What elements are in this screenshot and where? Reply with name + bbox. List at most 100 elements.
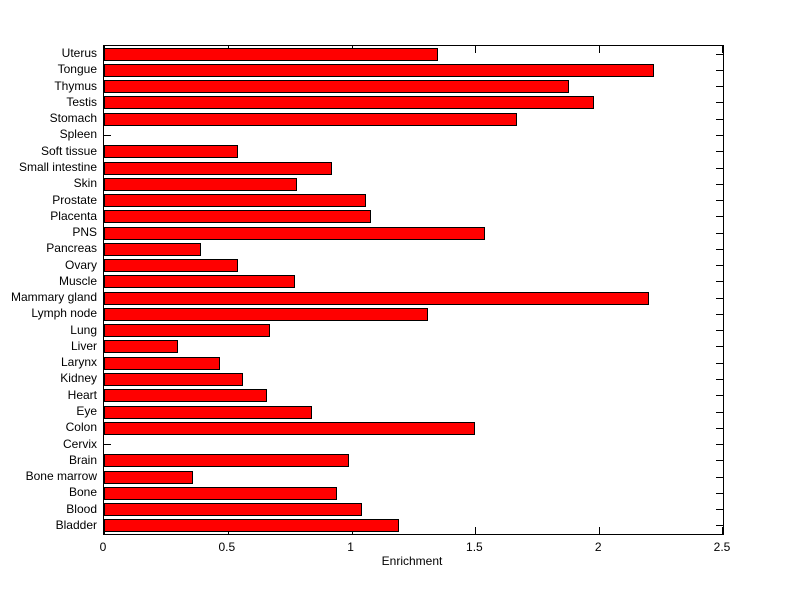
y-axis-right-tick [716,134,723,136]
y-axis-right-tick [716,183,723,185]
y-axis-right-tick [716,248,723,250]
y-axis-right-tick [716,427,723,429]
plot-area [103,45,724,535]
y-tick-label: Larynx [60,355,97,370]
y-tick-label: Uterus [61,46,97,61]
y-axis-right-tick [716,265,723,267]
bar-skin [104,177,297,191]
y-tick-label: Skin [73,176,97,191]
y-tick-label: Bone [68,485,97,500]
x-tick-label: 0.5 [218,540,236,554]
x-tick-label: 2 [594,540,602,554]
y-axis-right-tick [716,102,723,104]
y-tick-label: PNS [72,225,97,240]
y-tick-label: Mammary gland [10,290,97,305]
y-tick-label: Tongue [57,62,97,77]
x-axis-bottom-tick [722,527,723,534]
y-axis-right-tick [716,118,723,120]
y-axis-right-tick [716,281,723,283]
x-tick-label: 0 [99,540,107,554]
bar-testis [104,96,594,110]
y-axis-right-tick [716,313,723,315]
y-axis-right-tick [716,346,723,348]
y-tick-label: Testis [66,94,97,109]
y-axis-right-tick [716,525,723,527]
y-tick-label: Prostate [52,192,97,207]
bar-soft-tissue [104,145,238,159]
bar-kidney [104,372,243,386]
y-axis-left-tick [104,444,111,446]
bar-mammary-gland [104,291,649,305]
y-axis-right-tick [716,378,723,380]
y-tick-label: Brain [68,452,97,467]
bar-liver [104,340,178,354]
bar-blood [104,503,362,517]
y-tick-label: Small intestine [18,160,97,174]
y-axis-right-tick [716,69,723,71]
y-axis-right-tick [716,411,723,413]
bar-bladder [104,519,399,533]
bar-heart [104,389,267,403]
bar-larynx [104,356,220,370]
x-axis-bottom-tick [599,527,601,534]
bar-lung [104,324,270,338]
bar-eye [104,405,312,419]
y-axis-right-tick [716,476,723,478]
y-tick-label: Bladder [55,517,97,532]
y-axis-right-tick [716,232,723,234]
y-axis-right-tick [716,86,723,88]
bar-pns [104,226,485,240]
bar-lymph-node [104,307,428,321]
bar-uterus [104,47,438,61]
y-axis-right-tick [716,444,723,446]
bar-colon [104,421,475,435]
bar-bone-marrow [104,470,193,484]
x-axis-top-tick [722,46,723,53]
bar-muscle [104,275,295,289]
y-tick-label: Muscle [58,273,97,288]
y-tick-label: Lung [70,322,97,337]
bar-bone [104,486,337,500]
y-axis-right-tick [716,460,723,462]
y-tick-label: Colon [65,420,97,435]
bar-placenta [104,210,371,224]
y-tick-label: Ovary [64,257,97,272]
y-tick-label: Cervix [62,436,97,451]
x-axis-top-tick [599,46,601,53]
y-tick-label: Eye [76,404,97,418]
y-axis-left-tick [104,134,111,136]
y-tick-label: Kidney [60,371,97,386]
y-axis-right-tick [716,297,723,299]
bar-stomach [104,112,517,126]
y-tick-label: Pancreas [46,241,97,256]
y-axis-right-tick [716,492,723,494]
bar-prostate [104,194,366,208]
bar-ovary [104,259,238,273]
y-tick-label: Bone marrow [25,469,97,484]
x-tick-label: 1 [347,540,354,554]
y-axis-right-tick [716,330,723,332]
y-axis-right-tick [716,200,723,202]
y-axis-right-tick [716,151,723,153]
y-tick-label: Thymus [54,78,97,93]
y-axis-right-tick [716,167,723,169]
y-axis-right-tick [716,395,723,397]
x-axis-top-tick [475,46,477,53]
y-axis-right-tick [716,53,723,55]
y-tick-label: Spleen [59,127,97,142]
y-tick-label: Blood [66,501,97,516]
y-tick-label: Heart [67,387,97,402]
x-tick-label: 1.5 [466,540,483,554]
y-tick-label: Liver [70,338,97,353]
y-tick-label: Lymph node [31,306,97,321]
y-axis-right-tick [716,509,723,511]
y-tick-label: Soft tissue [40,143,97,158]
bar-tongue [104,63,654,77]
x-axis-title: Enrichment [381,554,443,568]
y-axis-right-tick [716,362,723,364]
y-tick-label: Stomach [49,111,97,126]
bar-pancreas [104,242,201,256]
bar-thymus [104,80,569,94]
x-tick-label: 2.5 [713,540,731,554]
